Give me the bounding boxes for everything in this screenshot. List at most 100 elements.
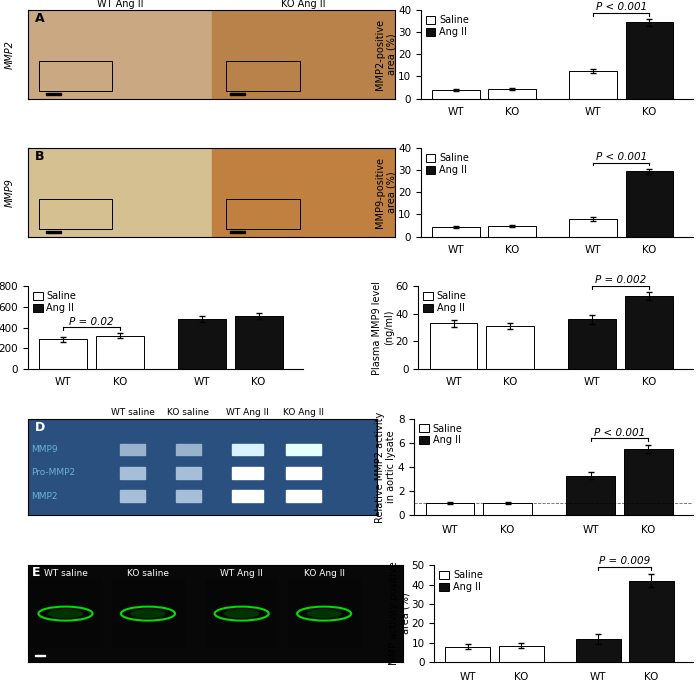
Legend: Saline, Ang II: Saline, Ang II bbox=[426, 153, 469, 175]
Text: KO: KO bbox=[642, 246, 657, 255]
Text: P = 0.02: P = 0.02 bbox=[69, 317, 114, 327]
Text: KO: KO bbox=[514, 672, 528, 682]
Text: WT: WT bbox=[442, 525, 458, 535]
Bar bbox=[568, 320, 616, 369]
Text: KO saline: KO saline bbox=[127, 569, 169, 578]
Bar bbox=[176, 467, 200, 479]
Text: KO Ang II: KO Ang II bbox=[304, 569, 344, 578]
Y-axis label: Relative MMP2 activity
in aortic lysate: Relative MMP2 activity in aortic lysate bbox=[374, 412, 396, 523]
Bar bbox=[432, 226, 480, 237]
Bar bbox=[226, 60, 300, 91]
Text: P < 0.001: P < 0.001 bbox=[594, 427, 645, 438]
Text: B: B bbox=[35, 150, 45, 163]
Text: E: E bbox=[32, 566, 40, 579]
Legend: Saline, Ang II: Saline, Ang II bbox=[440, 570, 483, 592]
Text: KO: KO bbox=[251, 377, 266, 387]
Text: KO: KO bbox=[505, 107, 519, 117]
Bar bbox=[36, 654, 45, 657]
Circle shape bbox=[224, 609, 260, 618]
Bar bbox=[498, 646, 544, 662]
Bar bbox=[288, 580, 360, 648]
Text: WT: WT bbox=[447, 107, 464, 117]
Text: D: D bbox=[35, 421, 46, 434]
Text: WT Ang II: WT Ang II bbox=[97, 0, 143, 10]
Bar bbox=[232, 444, 263, 456]
Bar bbox=[211, 148, 396, 237]
Bar bbox=[120, 444, 145, 456]
Bar bbox=[230, 93, 245, 95]
Bar bbox=[206, 580, 277, 648]
Text: WT: WT bbox=[585, 246, 601, 255]
Bar bbox=[46, 93, 61, 95]
Y-axis label: MMP9-positive
area (%): MMP9-positive area (%) bbox=[375, 157, 397, 228]
Bar bbox=[286, 444, 321, 456]
Bar bbox=[232, 490, 263, 502]
Bar bbox=[626, 172, 673, 237]
Bar bbox=[625, 296, 673, 369]
Y-axis label: Plasma MMP9 level
(ng/ml): Plasma MMP9 level (ng/ml) bbox=[372, 281, 394, 375]
Text: KO: KO bbox=[642, 107, 657, 117]
Bar bbox=[426, 504, 475, 515]
Text: MMP9: MMP9 bbox=[32, 445, 58, 454]
Text: WT: WT bbox=[447, 246, 464, 255]
Text: WT: WT bbox=[584, 377, 601, 387]
Bar bbox=[30, 580, 101, 648]
Text: P = 0.002: P = 0.002 bbox=[595, 275, 646, 285]
Text: KO Ang II: KO Ang II bbox=[281, 0, 326, 10]
Y-axis label: MMP2-positive
area (%): MMP2-positive area (%) bbox=[375, 19, 397, 90]
Circle shape bbox=[48, 609, 83, 618]
Text: WT saline: WT saline bbox=[43, 569, 88, 578]
Text: MMP9: MMP9 bbox=[5, 178, 15, 207]
Bar bbox=[28, 10, 211, 99]
Bar bbox=[39, 60, 113, 91]
Legend: Saline, Ang II: Saline, Ang II bbox=[33, 291, 76, 313]
Bar bbox=[489, 226, 536, 237]
Bar bbox=[286, 490, 321, 502]
Bar bbox=[211, 10, 396, 99]
Legend: Saline, Ang II: Saline, Ang II bbox=[419, 423, 463, 445]
Bar bbox=[120, 467, 145, 479]
Text: WT: WT bbox=[445, 377, 462, 387]
Text: WT Ang II: WT Ang II bbox=[220, 569, 263, 578]
Circle shape bbox=[130, 609, 166, 618]
Bar bbox=[575, 639, 621, 662]
Bar bbox=[28, 148, 211, 237]
Text: Pro-MMP2: Pro-MMP2 bbox=[32, 469, 76, 477]
Text: P = 0.009: P = 0.009 bbox=[599, 556, 650, 566]
Text: KO: KO bbox=[503, 377, 517, 387]
Bar bbox=[39, 199, 113, 230]
Bar bbox=[39, 340, 88, 369]
Bar bbox=[626, 23, 673, 99]
Bar bbox=[569, 219, 617, 237]
Circle shape bbox=[307, 609, 342, 618]
Text: WT Ang II: WT Ang II bbox=[226, 407, 269, 416]
Legend: Saline, Ang II: Saline, Ang II bbox=[423, 291, 467, 313]
Text: WT: WT bbox=[194, 377, 210, 387]
Bar bbox=[432, 90, 480, 99]
Text: P < 0.001: P < 0.001 bbox=[596, 2, 647, 12]
Bar bbox=[230, 231, 245, 233]
Text: KO: KO bbox=[644, 672, 659, 682]
Text: KO: KO bbox=[113, 377, 127, 387]
Bar bbox=[120, 490, 145, 502]
Text: WT: WT bbox=[459, 672, 476, 682]
Text: KO saline: KO saline bbox=[167, 407, 209, 416]
Bar bbox=[112, 580, 183, 648]
Bar bbox=[629, 580, 674, 662]
Text: MMP2: MMP2 bbox=[32, 492, 58, 501]
Bar bbox=[46, 231, 61, 233]
Bar bbox=[483, 504, 532, 515]
Text: KO: KO bbox=[500, 525, 514, 535]
Text: KO Ang II: KO Ang II bbox=[283, 407, 324, 416]
Bar bbox=[624, 449, 673, 515]
Text: KO: KO bbox=[642, 377, 656, 387]
Bar bbox=[569, 71, 617, 99]
Text: WT saline: WT saline bbox=[111, 407, 155, 416]
Text: MMP2: MMP2 bbox=[5, 40, 15, 69]
Bar bbox=[226, 199, 300, 230]
Text: KO: KO bbox=[505, 246, 519, 255]
Legend: Saline, Ang II: Saline, Ang II bbox=[426, 15, 469, 37]
Bar bbox=[178, 320, 226, 369]
Bar bbox=[445, 646, 490, 662]
Bar bbox=[96, 336, 144, 369]
